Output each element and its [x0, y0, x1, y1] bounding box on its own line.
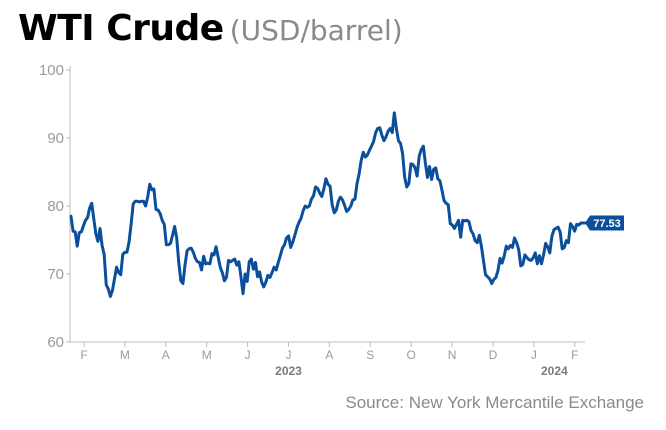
badge-layer: 77.53 [585, 215, 624, 231]
x-tick-label: M [120, 348, 130, 362]
y-tick-label: 70 [47, 266, 64, 283]
x-tick-label: N [448, 348, 457, 362]
source-note: Source: New York Mercantile Exchange [345, 393, 644, 412]
x-tick-label: J [286, 348, 292, 362]
x-tick-label: O [407, 348, 416, 362]
chart-title-unit: (USD/barrel) [229, 14, 403, 47]
y-tick-label: 90 [47, 130, 64, 147]
y-tick-label: 80 [47, 198, 64, 215]
axis-layer: 60 70 80 90 100 F M A M J J A S O N D J F 2023 2024 [39, 62, 585, 378]
x-tick-label: F [80, 348, 87, 362]
x-tick-label: A [162, 348, 170, 362]
x-tick-label: F [571, 348, 578, 362]
last-value-badge-pointer [585, 215, 590, 231]
y-tick-label: 100 [39, 62, 64, 79]
chart-title-main: WTI Crude [18, 8, 224, 49]
x-tick-label: S [366, 348, 374, 362]
x-year-label: 2023 [275, 364, 302, 378]
x-tick-label: J [531, 348, 537, 362]
last-value-label: 77.53 [593, 218, 621, 230]
line-layer [69, 111, 587, 298]
chart-title: WTI Crude (USD/barrel) [18, 8, 403, 49]
y-tick-label: 60 [47, 334, 64, 351]
x-tick-label: D [489, 348, 498, 362]
x-year-label: 2024 [541, 364, 568, 378]
price-line [69, 111, 587, 298]
x-tick-label: A [325, 348, 333, 362]
last-value-badge [590, 215, 624, 231]
x-tick-label: J [245, 348, 251, 362]
x-tick-label: M [202, 348, 212, 362]
